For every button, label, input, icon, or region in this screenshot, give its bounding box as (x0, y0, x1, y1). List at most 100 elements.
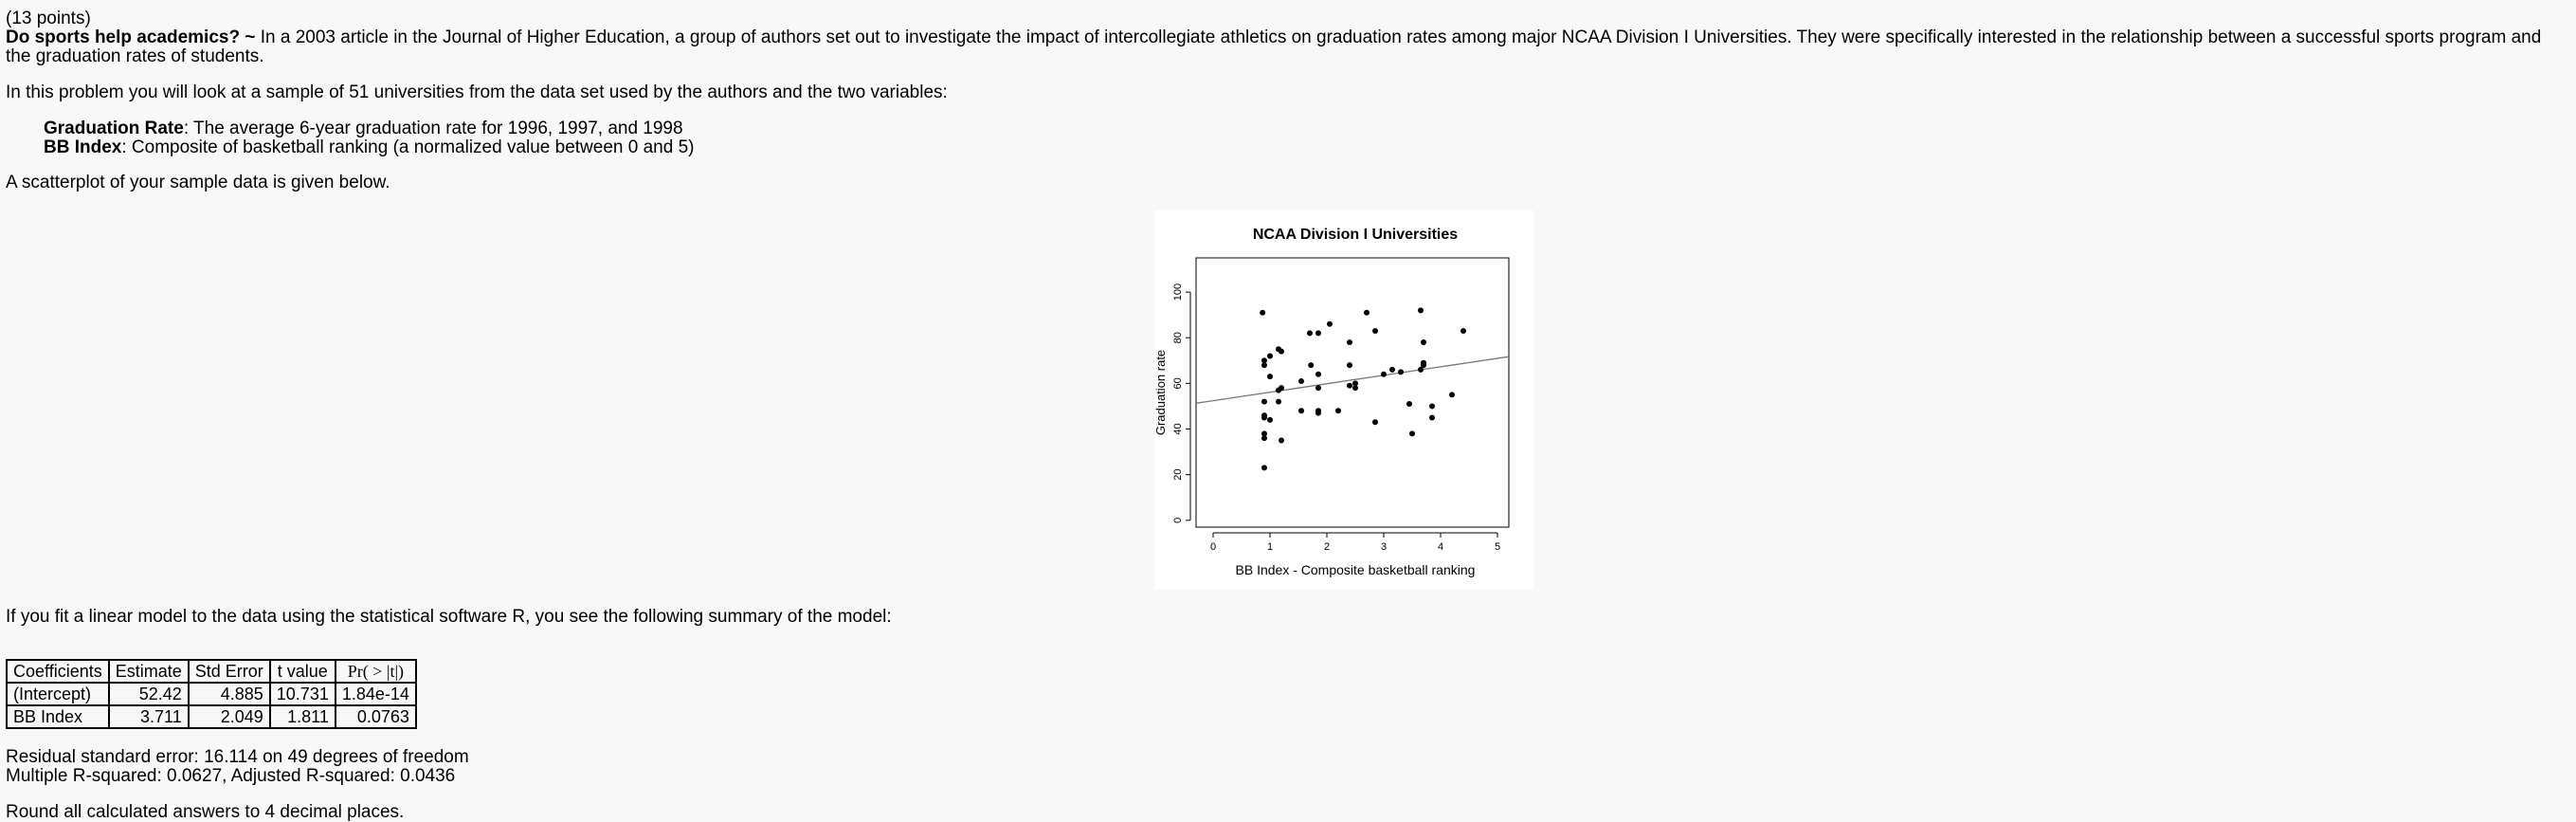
variable-name: Graduation Rate (44, 119, 184, 138)
header-p-value: Pr( > |t|) (334, 659, 417, 684)
data-point (1418, 366, 1424, 373)
scatter-intro: A scatterplot of your sample data is giv… (6, 173, 390, 192)
variable-bb-index: BB Index: Composite of basketball rankin… (44, 138, 694, 157)
data-point (1327, 320, 1333, 327)
x-tick-label: 3 (1381, 541, 1387, 553)
data-point (1398, 369, 1404, 375)
x-tick-label: 2 (1324, 541, 1330, 553)
data-point (1261, 357, 1267, 364)
table-cell: 52.42 (107, 682, 190, 706)
coefficients-table: Coefficients Estimate Std Error t value … (6, 659, 417, 729)
table-header-row: Coefficients Estimate Std Error t value … (6, 659, 417, 684)
table-cell: 10.731 (268, 682, 336, 706)
data-point (1307, 330, 1313, 337)
y-tick-label: 60 (1172, 377, 1184, 389)
data-point (1429, 414, 1435, 421)
intro-paragraph: Do sports help academics? ~ In a 2003 ar… (6, 28, 2565, 66)
data-point (1418, 307, 1424, 314)
table-cell: 3.711 (107, 704, 190, 729)
data-point (1381, 371, 1387, 377)
sample-description: In this problem you will look at a sampl… (6, 82, 948, 102)
variable-graduation-rate: Graduation Rate: The average 6-year grad… (44, 119, 683, 138)
intro-title: Do sports help academics? ~ (6, 27, 256, 47)
data-point (1279, 348, 1284, 355)
y-tick-label: 0 (1172, 518, 1184, 523)
data-point (1372, 328, 1378, 335)
data-point (1352, 385, 1358, 392)
data-point (1261, 398, 1267, 405)
regression-line (1195, 356, 1510, 404)
variable-name: BB Index (44, 137, 122, 157)
y-tick-label: 100 (1172, 283, 1184, 301)
table-row: BB Index 3.711 2.049 1.811 0.0763 (6, 704, 417, 729)
data-point (1315, 371, 1321, 377)
data-point (1261, 412, 1267, 419)
table-cell: BB Index (6, 704, 110, 729)
y-tick-label: 20 (1172, 469, 1184, 481)
header-std-error: Std Error (187, 659, 271, 684)
data-point (1276, 398, 1281, 405)
table-cell: 4.885 (187, 682, 271, 706)
y-axis-label: Graduation rate (1154, 350, 1168, 435)
data-point (1260, 309, 1266, 316)
data-point (1298, 408, 1304, 414)
data-point (1389, 366, 1395, 373)
data-point (1267, 374, 1273, 380)
table-cell: 1.811 (268, 704, 336, 729)
intro-text: In a 2003 article in the Journal of High… (6, 27, 2542, 66)
data-point (1315, 330, 1321, 337)
table-row: (Intercept) 52.42 4.885 10.731 1.84e-14 (6, 682, 417, 706)
data-point (1308, 362, 1315, 369)
rounding-instruction: Round all calculated answers to 4 decima… (6, 802, 405, 822)
data-point (1261, 435, 1267, 442)
variable-desc: : Composite of basketball ranking (a nor… (121, 137, 695, 157)
header-coefficients: Coefficients (6, 659, 110, 684)
variable-desc: : The average 6-year graduation rate for… (183, 119, 683, 138)
data-point (1261, 465, 1267, 471)
data-point (1315, 385, 1321, 392)
points-label: (13 points) (6, 9, 91, 28)
x-tick-label: 0 (1210, 541, 1216, 553)
data-point (1352, 380, 1358, 387)
data-point (1364, 309, 1370, 316)
data-point (1335, 408, 1341, 414)
x-axis-label: BB Index - Composite basketball ranking (1236, 562, 1476, 577)
data-point (1372, 419, 1378, 426)
data-point (1347, 382, 1352, 389)
x-tick-label: 5 (1495, 541, 1500, 553)
chart-title: NCAA Division I Universities (1253, 227, 1458, 243)
data-point (1276, 387, 1281, 393)
plot-area: 0 1 2 3 4 5 0 20 40 60 80 100 (1172, 257, 1510, 553)
data-point (1267, 416, 1273, 423)
table-cell: 1.84e-14 (334, 682, 417, 706)
table-cell: (Intercept) (6, 682, 110, 706)
r-squared-text: Multiple R-squared: 0.0627, Adjusted R-s… (6, 766, 456, 786)
data-point (1298, 377, 1304, 384)
data-point (1315, 410, 1321, 416)
data-point (1279, 437, 1284, 444)
data-point (1261, 430, 1267, 437)
model-description: If you fit a linear model to the data us… (6, 607, 892, 627)
residual-se-text: Residual standard error: 16.114 on 49 de… (6, 747, 469, 767)
table-cell: 0.0763 (334, 704, 417, 729)
scatterplot: NCAA Division I Universities BB Index - … (1153, 210, 1533, 590)
data-point (1409, 430, 1415, 437)
plot-frame (1195, 257, 1510, 528)
data-point (1449, 392, 1455, 398)
data-point (1261, 362, 1267, 369)
data-point (1421, 362, 1426, 369)
data-point (1429, 403, 1435, 410)
x-tick-label: 1 (1267, 541, 1273, 553)
data-point (1267, 353, 1273, 359)
y-tick-label: 40 (1172, 423, 1184, 434)
data-point (1460, 328, 1466, 335)
scatterplot-svg: NCAA Division I Universities BB Index - … (1153, 227, 1510, 577)
header-estimate: Estimate (107, 659, 190, 684)
y-tick-label: 80 (1172, 332, 1184, 343)
x-tick-label: 4 (1438, 541, 1443, 553)
header-t-value: t value (268, 659, 336, 684)
data-point (1406, 401, 1412, 408)
data-point (1347, 362, 1352, 369)
data-point (1347, 339, 1352, 346)
